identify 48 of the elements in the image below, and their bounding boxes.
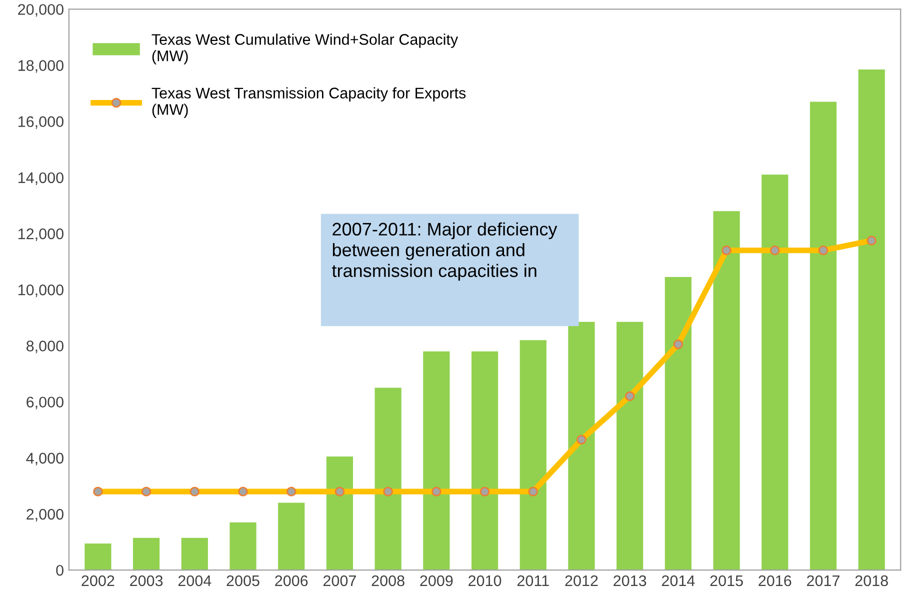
x-tick-label: 2005 bbox=[226, 575, 260, 586]
x-tick-label: 2016 bbox=[758, 575, 792, 586]
x-tick-label: 2006 bbox=[275, 575, 308, 586]
bar bbox=[520, 340, 546, 570]
bar bbox=[713, 211, 740, 570]
y-tick-label: 20,000 bbox=[18, 4, 64, 17]
x-tick-label: 2004 bbox=[178, 575, 212, 586]
x-tick-label: 2008 bbox=[372, 575, 404, 586]
annotation: 2007-2011: Major deficiency between generation and transmission capacities in bbox=[332, 222, 558, 281]
x-tick-label: 2011 bbox=[517, 575, 549, 586]
x-tick-label: 2009 bbox=[420, 575, 453, 586]
bar bbox=[471, 351, 498, 570]
y-tick-label: 18,000 bbox=[18, 60, 64, 73]
bar bbox=[278, 502, 305, 570]
x-tick-label: 2002 bbox=[82, 575, 114, 586]
x-tick-label: 2013 bbox=[614, 575, 646, 586]
x-tick-label: 2003 bbox=[130, 575, 163, 586]
x-tick-label: 2015 bbox=[710, 575, 743, 586]
y-tick-label: 6,000 bbox=[26, 396, 64, 410]
y-tick-label: 12,000 bbox=[18, 228, 64, 242]
x-tick-label: 2010 bbox=[468, 575, 502, 586]
x-tick-label: 2007 bbox=[323, 575, 356, 586]
bar bbox=[374, 388, 402, 570]
y-tick-label: 8,000 bbox=[26, 340, 64, 354]
y-tick-label: 2,000 bbox=[26, 508, 64, 522]
bar bbox=[810, 102, 837, 570]
x-tick-label: 2018 bbox=[855, 575, 888, 586]
bar bbox=[230, 522, 256, 570]
bar bbox=[616, 322, 644, 570]
y-tick-label: 14,000 bbox=[18, 172, 64, 185]
bar bbox=[858, 69, 885, 570]
bar bbox=[664, 277, 692, 570]
bar bbox=[423, 351, 450, 570]
y-tick-label: 16,000 bbox=[18, 116, 64, 129]
x-tick-label: 2017 bbox=[807, 575, 840, 586]
y-tick-label: 4,000 bbox=[26, 452, 64, 466]
legend-label: Texas West Cumulative Wind+Solar Capacity (MW) bbox=[152, 34, 458, 64]
bar bbox=[132, 538, 160, 570]
y-tick-label: 0 bbox=[56, 564, 64, 576]
bar bbox=[326, 456, 354, 570]
x-tick-label: 2012 bbox=[565, 575, 598, 586]
bar bbox=[568, 322, 595, 570]
y-tick-label: 10,000 bbox=[18, 284, 64, 298]
x-tick-label: 2014 bbox=[662, 575, 695, 586]
bar bbox=[762, 174, 788, 570]
legend-label: Texas West Transmission Capacity for Exports (MW) bbox=[152, 87, 466, 118]
bar bbox=[84, 543, 112, 570]
bar bbox=[181, 538, 208, 570]
